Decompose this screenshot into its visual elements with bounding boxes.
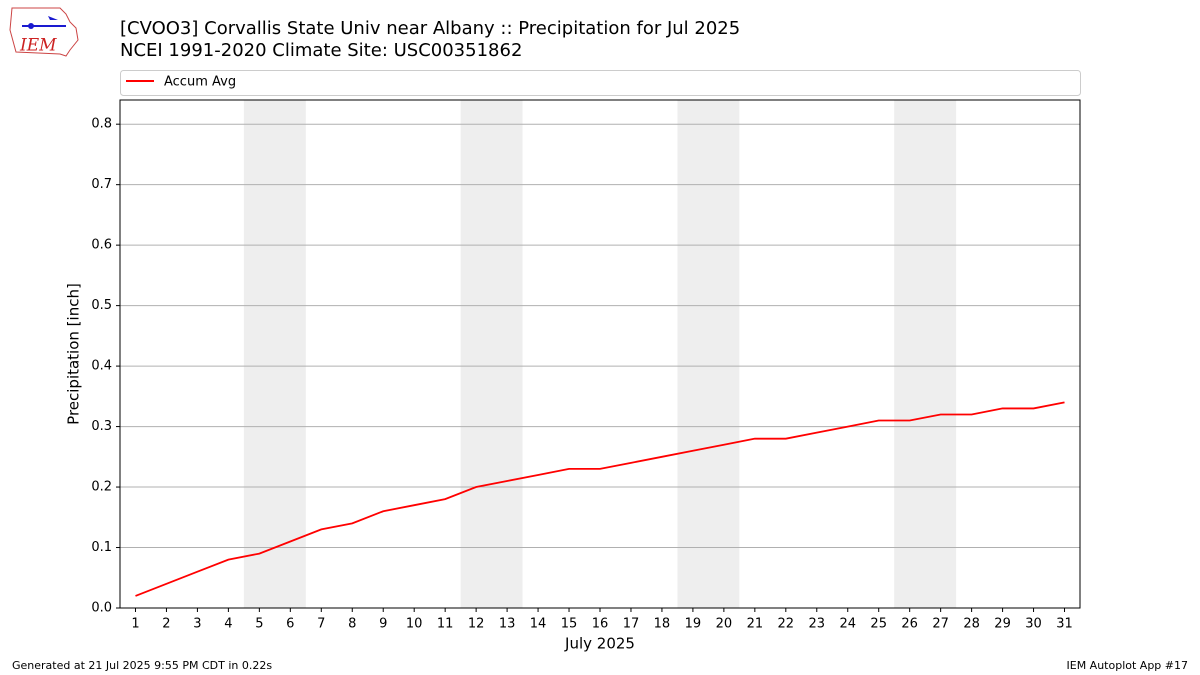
- x-tick-label: 21: [747, 617, 764, 632]
- x-tick-label: 15: [561, 617, 578, 632]
- x-tick-label: 27: [932, 617, 949, 632]
- footer-left: Generated at 21 Jul 2025 9:55 PM CDT in …: [12, 659, 272, 672]
- legend-label: Accum Avg: [164, 75, 236, 90]
- x-tick-label: 30: [1025, 617, 1042, 632]
- y-tick-label: 0.0: [91, 601, 112, 616]
- y-tick-label: 0.1: [91, 540, 112, 555]
- x-tick-label: 9: [379, 617, 387, 632]
- x-tick-label: 11: [437, 617, 454, 632]
- x-tick-label: 6: [286, 617, 294, 632]
- x-tick-label: 29: [994, 617, 1011, 632]
- x-tick-label: 7: [317, 617, 325, 632]
- y-tick-label: 0.7: [91, 177, 112, 192]
- series-line: [135, 401, 1065, 597]
- logo-outline: [9, 7, 79, 57]
- x-tick-label: 10: [406, 617, 423, 632]
- x-tick-label: 13: [499, 617, 516, 632]
- x-tick-label: 18: [654, 617, 671, 632]
- x-tick-label: 5: [255, 617, 263, 632]
- x-tick-label: 26: [901, 617, 918, 632]
- y-axis-label: Precipitation [inch]: [65, 283, 83, 425]
- y-tick-label: 0.6: [91, 238, 112, 253]
- x-tick-label: 16: [592, 617, 609, 632]
- footer-right: IEM Autoplot App #17: [1067, 659, 1189, 672]
- logo-dot: [28, 23, 34, 29]
- y-tick-label: 0.2: [91, 480, 112, 495]
- x-tick-label: 24: [839, 617, 856, 632]
- logo-flag: [48, 16, 58, 20]
- x-tick-label: 4: [224, 617, 232, 632]
- x-tick-label: 14: [530, 617, 547, 632]
- plot-frame: [119, 99, 1081, 609]
- x-tick-label: 19: [685, 617, 702, 632]
- weekend-shade: [894, 100, 957, 608]
- x-tick-label: 12: [468, 617, 485, 632]
- weekend-shade: [677, 100, 740, 608]
- y-tick-label: 0.3: [91, 419, 112, 434]
- x-tick-label: 1: [131, 617, 139, 632]
- x-tick-label: 8: [348, 617, 356, 632]
- weekend-shade: [460, 100, 523, 608]
- logo-text: IEM: [19, 36, 57, 56]
- weekend-shade: [243, 100, 306, 608]
- x-tick-label: 28: [963, 617, 980, 632]
- logo: IEM: [9, 7, 79, 57]
- chart-title: [CVOO3] Corvallis State Univ near Albany…: [120, 18, 740, 39]
- y-tick-label: 0.4: [91, 359, 112, 374]
- x-tick-label: 22: [778, 617, 795, 632]
- x-tick-label: 2: [162, 617, 170, 632]
- x-tick-label: 17: [623, 617, 640, 632]
- y-tick-label: 0.5: [91, 298, 112, 313]
- legend-box: [120, 70, 1081, 96]
- x-tick-label: 31: [1056, 617, 1073, 632]
- x-tick-label: 23: [809, 617, 826, 632]
- x-tick-label: 3: [193, 617, 201, 632]
- y-tick-label: 0.8: [91, 117, 112, 132]
- x-tick-label: 20: [716, 617, 733, 632]
- x-tick-label: 25: [870, 617, 887, 632]
- chart-subtitle: NCEI 1991-2020 Climate Site: USC00351862: [120, 40, 522, 61]
- x-axis-label: July 2025: [564, 635, 635, 653]
